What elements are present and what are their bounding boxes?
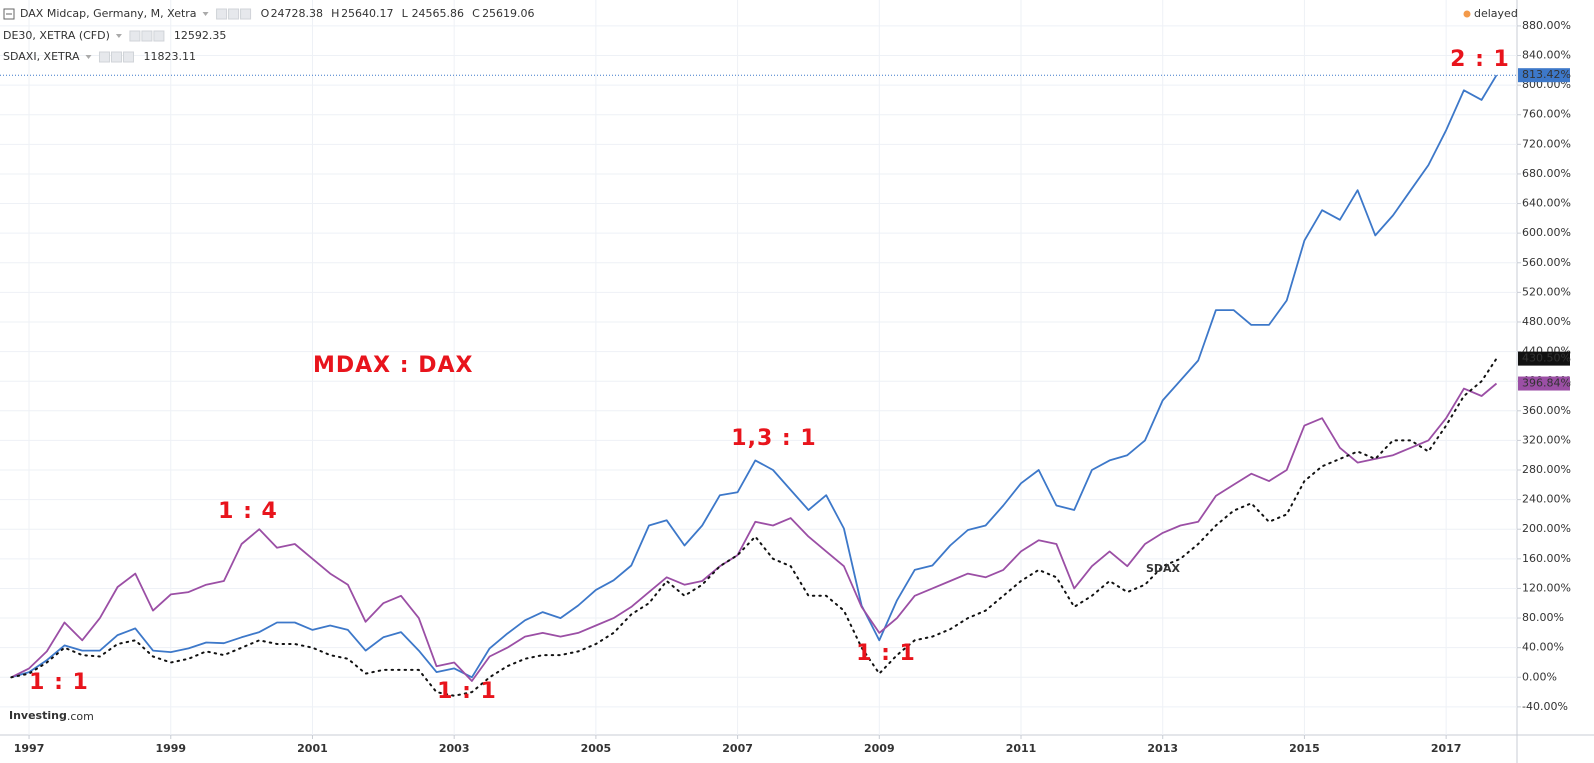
ohlc-key: L [402,7,409,20]
annotation: 2 : 1 [1450,47,1510,72]
ohlc-key: H [331,7,339,20]
legend-icon[interactable] [240,8,252,20]
legend-icon[interactable] [129,30,141,42]
legend-entry[interactable]: SDAXI, XETRA [3,50,80,63]
legend-icon[interactable] [98,51,110,63]
x-tick-label: 1999 [155,742,186,755]
series-line [10,357,1498,697]
status-dot [1463,10,1471,18]
annotation: 1 : 1 [856,641,916,666]
y-tick-label: 320.00% [1522,433,1571,446]
legend-entry[interactable]: DE30, XETRA (CFD) [3,29,110,42]
annotation: 1,3 : 1 [731,426,816,451]
ohlc-value: 24728.38 [271,7,324,20]
legend-icon[interactable] [153,30,165,42]
y-tick-label: 0.00% [1522,670,1557,683]
y-tick-label: 640.00% [1522,197,1571,210]
y-tick-label: 880.00% [1522,19,1571,32]
legend-icon[interactable] [110,51,122,63]
series-line [10,382,1498,682]
ohlc-key: C [472,7,480,20]
ohlc-key: O [261,7,270,20]
status-label: delayed [1474,7,1518,20]
y-tick-label: 760.00% [1522,108,1571,121]
y-tick-label: 200.00% [1522,522,1571,535]
y-tick-label: 600.00% [1522,226,1571,239]
annotation: 1 : 4 [218,499,278,524]
legend-icon[interactable] [216,8,228,20]
y-tick-label: -40.00% [1522,700,1568,713]
ohlc-value: 24565.86 [412,7,465,20]
series-line [11,74,1498,679]
ohlc-value: 25640.17 [341,7,394,20]
x-tick-label: 2003 [439,742,470,755]
y-tick-label: 720.00% [1522,137,1571,150]
last-value-badge [1518,68,1570,83]
annotation: SDAX [1146,562,1181,575]
y-tick-label: 480.00% [1522,315,1571,328]
logo-suffix: .com [67,710,94,723]
y-tick-label: 520.00% [1522,285,1571,298]
annotation: 1 : 1 [437,679,497,704]
annotation: MDAX : DAX [313,353,474,378]
x-tick-label: 1997 [14,742,45,755]
legend-value: 12592.35 [174,29,227,42]
collapse-button[interactable] [3,8,15,20]
x-tick-label: 2011 [1006,742,1037,755]
x-tick-label: 2007 [722,742,753,755]
x-tick-label: 2015 [1289,742,1320,755]
legend-dropdown[interactable] [202,12,209,16]
y-tick-label: 840.00% [1522,49,1571,62]
x-tick-label: 2009 [864,742,895,755]
y-tick-label: 280.00% [1522,463,1571,476]
legend-icon[interactable] [141,30,153,42]
x-tick-label: 2013 [1147,742,1178,755]
y-tick-label: 240.00% [1522,493,1571,506]
logo-brand: Investing [9,709,67,722]
last-value-badge [1518,376,1570,391]
annotation: 1 : 1 [29,670,89,695]
legend-dropdown[interactable] [85,55,92,59]
y-tick-label: 40.00% [1522,641,1564,654]
last-value-label: 430.50% [1522,352,1571,365]
legend-entry[interactable]: DAX Midcap, Germany, M, Xetra [20,7,197,20]
last-value-label: 813.42% [1522,68,1571,81]
y-tick-label: 680.00% [1522,167,1571,180]
legend-icon[interactable] [228,8,240,20]
y-tick-label: 160.00% [1522,552,1571,565]
ohlc-value: 25619.06 [482,7,535,20]
x-tick-label: 2005 [581,742,612,755]
last-value-label: 396.84% [1522,377,1571,390]
y-tick-label: 360.00% [1522,404,1571,417]
x-tick-label: 2001 [297,742,328,755]
y-tick-label: 120.00% [1522,581,1571,594]
legend-icon[interactable] [122,51,134,63]
y-tick-label: 560.00% [1522,256,1571,269]
x-tick-label: 2017 [1431,742,1462,755]
legend-value: 11823.11 [143,50,196,63]
last-value-badge [1518,351,1570,366]
legend-dropdown[interactable] [115,34,122,38]
y-tick-label: 80.00% [1522,611,1564,624]
